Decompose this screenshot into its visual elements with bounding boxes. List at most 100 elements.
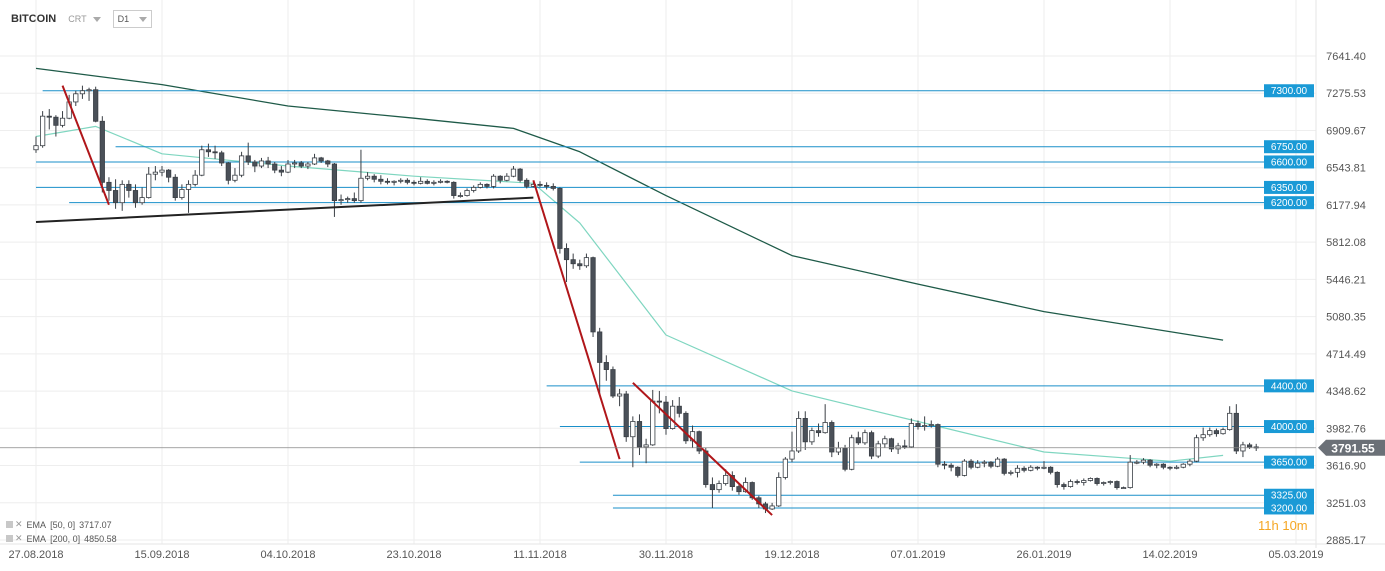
ema-200-path: [35, 67, 1224, 341]
level-label: 6350.00: [1271, 183, 1308, 194]
chart-header: BITCOIN CRT D1: [0, 9, 153, 29]
candle-down: [225, 162, 231, 181]
candle-down: [597, 331, 603, 363]
candle-down: [550, 185, 556, 189]
candle-down: [842, 447, 848, 470]
y-tick-label: 5446.21: [1326, 274, 1366, 286]
candle-down: [703, 450, 709, 485]
candle-down: [384, 180, 391, 183]
ema-50-path: [35, 125, 1224, 462]
candle-down: [1114, 481, 1120, 489]
candle-down: [378, 178, 384, 182]
chart-type-select[interactable]: CRT: [68, 14, 101, 24]
level-label-box: [1264, 488, 1314, 502]
y-tick-label: 6543.81: [1326, 163, 1366, 175]
candle-up: [431, 181, 437, 184]
level-label: 3200.00: [1271, 503, 1308, 514]
candle-down: [497, 175, 503, 181]
level-label: 7300.00: [1271, 86, 1308, 97]
candle-down: [524, 179, 530, 187]
candle-up: [670, 405, 676, 429]
list-icon[interactable]: [6, 521, 13, 528]
candle-down: [948, 464, 954, 468]
level-labels: 7300.00 6750.00 6600.00 6350.00 6200.00 4400.…: [1264, 84, 1314, 515]
candle-down: [915, 423, 921, 427]
chart-type-label: CRT: [68, 14, 87, 24]
candle-up: [510, 168, 517, 177]
candle-up: [875, 443, 881, 457]
trend-line: [35, 196, 534, 224]
level-label-box: [1264, 84, 1314, 98]
candle-down: [656, 400, 662, 403]
candle-up: [1207, 430, 1213, 436]
candle-up: [975, 462, 981, 468]
candle-up: [994, 458, 1001, 467]
candle-up: [835, 447, 842, 453]
level-label: 4000.00: [1271, 422, 1308, 433]
candle-down: [1021, 467, 1027, 471]
candle-down: [1147, 459, 1153, 466]
candle-up: [1174, 466, 1180, 469]
candle-up: [1087, 478, 1094, 481]
candle-down: [265, 160, 271, 165]
legend-ema-200-value: 4850.58: [84, 533, 117, 544]
candle-up: [1041, 466, 1047, 469]
candle-up: [1107, 481, 1113, 483]
ema-50-line: [35, 125, 1224, 462]
candle-up: [311, 157, 318, 165]
candle-down: [603, 362, 609, 370]
x-tick-label: 19.12.2018: [764, 549, 819, 561]
candle-down: [205, 149, 212, 153]
level-label-box: [1264, 501, 1314, 515]
x-tick-label: 04.10.2018: [260, 549, 315, 561]
candle-down: [563, 248, 570, 261]
x-tick-label: 23.10.2018: [386, 549, 441, 561]
candle-up: [716, 483, 722, 491]
candle-down: [802, 418, 808, 443]
candle-up: [1081, 480, 1087, 483]
ema-200-line: [35, 67, 1224, 341]
candle-up: [1008, 471, 1014, 474]
close-icon[interactable]: ✕: [15, 533, 23, 543]
candle-up: [1154, 463, 1160, 466]
y-tick-label: 4714.49: [1326, 349, 1366, 361]
candle-down: [1167, 466, 1173, 469]
level-label: 4400.00: [1271, 381, 1308, 392]
candle-up: [769, 505, 775, 510]
candle-down: [93, 89, 99, 122]
y-tick-label: 5080.35: [1326, 312, 1366, 324]
y-tick-label: 6177.94: [1326, 200, 1366, 212]
candle-up: [1193, 437, 1200, 462]
candle-down: [106, 181, 112, 191]
candle-up: [961, 460, 968, 476]
candle-down: [610, 369, 616, 397]
candle-down: [172, 176, 178, 198]
candle-up: [583, 257, 590, 267]
candle-up: [1140, 459, 1147, 463]
price-tag-box: [1318, 439, 1385, 456]
candle-down: [544, 184, 550, 187]
candle-down: [736, 486, 742, 493]
candle-down: [212, 151, 218, 154]
candle-down: [888, 438, 895, 450]
candle-up: [199, 149, 205, 176]
symbol-name: BITCOIN: [11, 13, 57, 25]
candle-down: [557, 188, 563, 249]
candle-down: [1233, 412, 1239, 452]
x-tick-label: 05.03.2019: [1268, 549, 1323, 561]
candle-up: [185, 183, 192, 190]
candle-up: [1134, 461, 1140, 464]
price-axis: 7641.40 7275.53 6909.67 6543.81 6177.94 5812.…: [1326, 51, 1366, 547]
candle-down: [404, 179, 410, 183]
candle-down: [683, 412, 689, 442]
x-tick-label: 27.08.2018: [8, 549, 63, 561]
candle-up: [79, 90, 86, 95]
timeframe-select[interactable]: D1: [112, 10, 153, 28]
candle-down: [815, 430, 822, 434]
list-icon[interactable]: [6, 535, 13, 542]
close-icon[interactable]: ✕: [15, 519, 23, 529]
level-label: 3650.00: [1271, 458, 1308, 469]
candle-down: [484, 183, 490, 187]
candle-down: [278, 169, 284, 173]
